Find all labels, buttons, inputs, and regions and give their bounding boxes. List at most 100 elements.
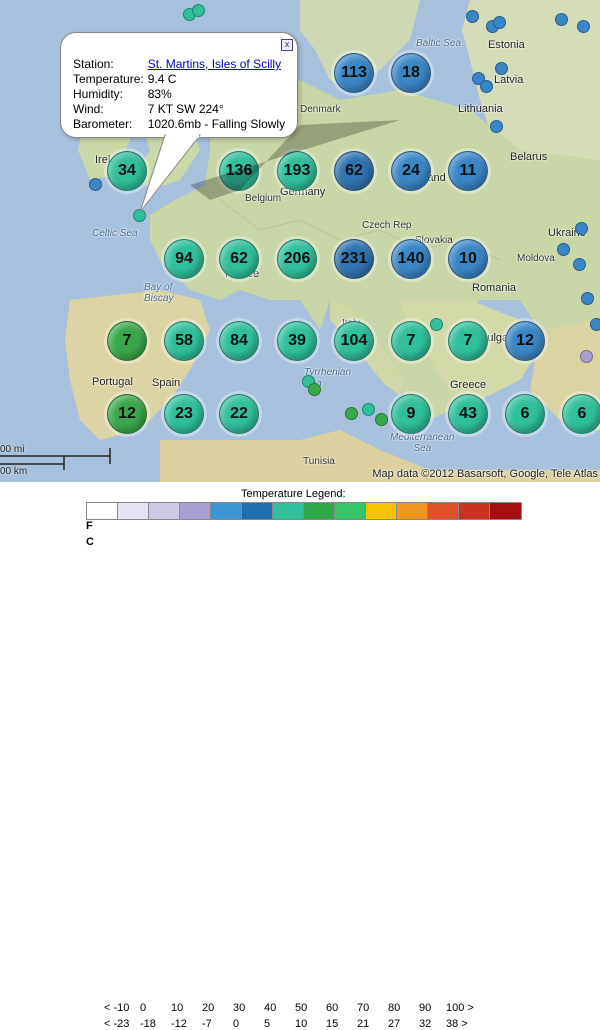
legend-f-value: 20	[202, 1002, 215, 1014]
legend-c-value: 0	[233, 1018, 240, 1030]
scale-miles: 00 mi	[0, 444, 25, 455]
cluster-marker[interactable]: 7	[448, 321, 488, 361]
scandinavia-land	[300, 0, 420, 90]
label-greece: Greece	[450, 379, 487, 391]
cluster-marker[interactable]: 58	[164, 321, 204, 361]
close-icon[interactable]: x	[281, 39, 293, 51]
weather-map[interactable]: Baltic Sea Estonia Latvia Lithuania Denm…	[0, 0, 600, 482]
station-dot[interactable]	[581, 292, 594, 305]
legend-swatch	[149, 503, 180, 519]
cluster-marker[interactable]: 10	[448, 239, 488, 279]
info-label: Station:	[73, 57, 114, 71]
cluster-marker[interactable]: 193	[277, 151, 317, 191]
cluster-marker[interactable]: 24	[391, 151, 431, 191]
cluster-marker[interactable]: 34	[107, 151, 147, 191]
legend-swatch	[273, 503, 304, 519]
label-belgium: Belgium	[245, 193, 282, 204]
legend-c-value: 27	[388, 1018, 401, 1030]
station-dot[interactable]	[89, 178, 102, 191]
station-dot[interactable]	[375, 413, 388, 426]
legend-f-value: 30	[233, 1002, 246, 1014]
label-estonia: Estonia	[488, 39, 525, 51]
info-row-wind: Wind: 7 KT SW 224°	[73, 102, 289, 117]
station-link[interactable]: St. Martins, Isles of Scilly	[147, 57, 282, 71]
station-dot[interactable]	[466, 10, 479, 23]
station-dot[interactable]	[573, 258, 586, 271]
label-romania: Romania	[472, 282, 517, 294]
cluster-marker[interactable]: 7	[107, 321, 147, 361]
legend-f-value: < -10	[104, 1002, 130, 1014]
cluster-marker[interactable]: 62	[334, 151, 374, 191]
station-dot[interactable]	[590, 318, 600, 331]
cluster-marker[interactable]: 113	[334, 53, 374, 93]
cluster-marker[interactable]: 6	[562, 394, 600, 434]
cluster-marker[interactable]: 23	[164, 394, 204, 434]
label-moldova: Moldova	[517, 253, 555, 264]
station-dot[interactable]	[480, 80, 493, 93]
legend-swatch	[428, 503, 459, 519]
station-dot[interactable]	[133, 209, 146, 222]
label-slovakia: Slovakia	[415, 235, 453, 246]
cluster-marker[interactable]: 206	[277, 239, 317, 279]
legend-f-value: 70	[357, 1002, 370, 1014]
cluster-marker[interactable]: 7	[391, 321, 431, 361]
legend-swatch	[211, 503, 242, 519]
station-dot[interactable]	[580, 350, 593, 363]
legend-f-value: 40	[264, 1002, 277, 1014]
station-dot[interactable]	[308, 383, 321, 396]
info-value: 9.4 C	[147, 72, 177, 86]
legend-c-value: 32	[419, 1018, 432, 1030]
legend-swatch	[397, 503, 428, 519]
info-label: Wind:	[73, 102, 104, 116]
info-row-humidity: Humidity: 83%	[73, 87, 289, 102]
legend-f-value: 50	[295, 1002, 308, 1014]
cluster-marker[interactable]: 9	[391, 394, 431, 434]
cluster-marker[interactable]: 18	[391, 53, 431, 93]
station-dot[interactable]	[575, 222, 588, 235]
continental-land	[150, 80, 600, 420]
cluster-marker[interactable]: 62	[219, 239, 259, 279]
cluster-marker[interactable]: 22	[219, 394, 259, 434]
station-dot[interactable]	[490, 120, 503, 133]
cluster-marker[interactable]: 12	[505, 321, 545, 361]
legend-swatch	[87, 503, 118, 519]
info-value: 83%	[147, 87, 172, 101]
cluster-marker[interactable]: 94	[164, 239, 204, 279]
station-dot[interactable]	[495, 62, 508, 75]
cluster-marker[interactable]: 136	[219, 151, 259, 191]
station-dot[interactable]	[345, 407, 358, 420]
legend-f-value: 80	[388, 1002, 401, 1014]
station-dot[interactable]	[555, 13, 568, 26]
station-dot[interactable]	[557, 243, 570, 256]
legend-c-value: -7	[202, 1018, 212, 1030]
legend-swatch	[180, 503, 211, 519]
cluster-marker[interactable]: 12	[107, 394, 147, 434]
cluster-marker[interactable]: 11	[448, 151, 488, 191]
label-celtic-sea: Celtic Sea	[92, 228, 138, 239]
info-label: Temperature:	[73, 72, 144, 86]
cluster-marker[interactable]: 39	[277, 321, 317, 361]
station-dot[interactable]	[577, 20, 590, 33]
station-dot[interactable]	[493, 16, 506, 29]
legend-c-value: 15	[326, 1018, 339, 1030]
cluster-marker[interactable]: 104	[334, 321, 374, 361]
station-dot[interactable]	[430, 318, 443, 331]
info-row-temperature: Temperature: 9.4 C	[73, 72, 289, 87]
legend-swatch	[118, 503, 149, 519]
legend-c-label: C	[86, 536, 94, 548]
cluster-marker[interactable]: 231	[334, 239, 374, 279]
cluster-marker[interactable]: 84	[219, 321, 259, 361]
info-window-tail	[139, 120, 400, 213]
legend-c-value: 5	[264, 1018, 271, 1030]
info-value: 1020.6mb - Falling Slowly	[147, 117, 286, 131]
station-info-window: x Station: St. Martins, Isles of Scilly …	[60, 32, 298, 138]
africa-land	[160, 430, 600, 482]
station-dot[interactable]	[362, 403, 375, 416]
cluster-marker[interactable]: 6	[505, 394, 545, 434]
station-dot[interactable]	[192, 4, 205, 17]
cluster-marker[interactable]: 140	[391, 239, 431, 279]
legend-c-value: < -23	[104, 1018, 130, 1030]
cluster-marker[interactable]: 43	[448, 394, 488, 434]
info-value: 7 KT SW 224°	[147, 102, 224, 116]
label-belarus: Belarus	[510, 151, 548, 163]
